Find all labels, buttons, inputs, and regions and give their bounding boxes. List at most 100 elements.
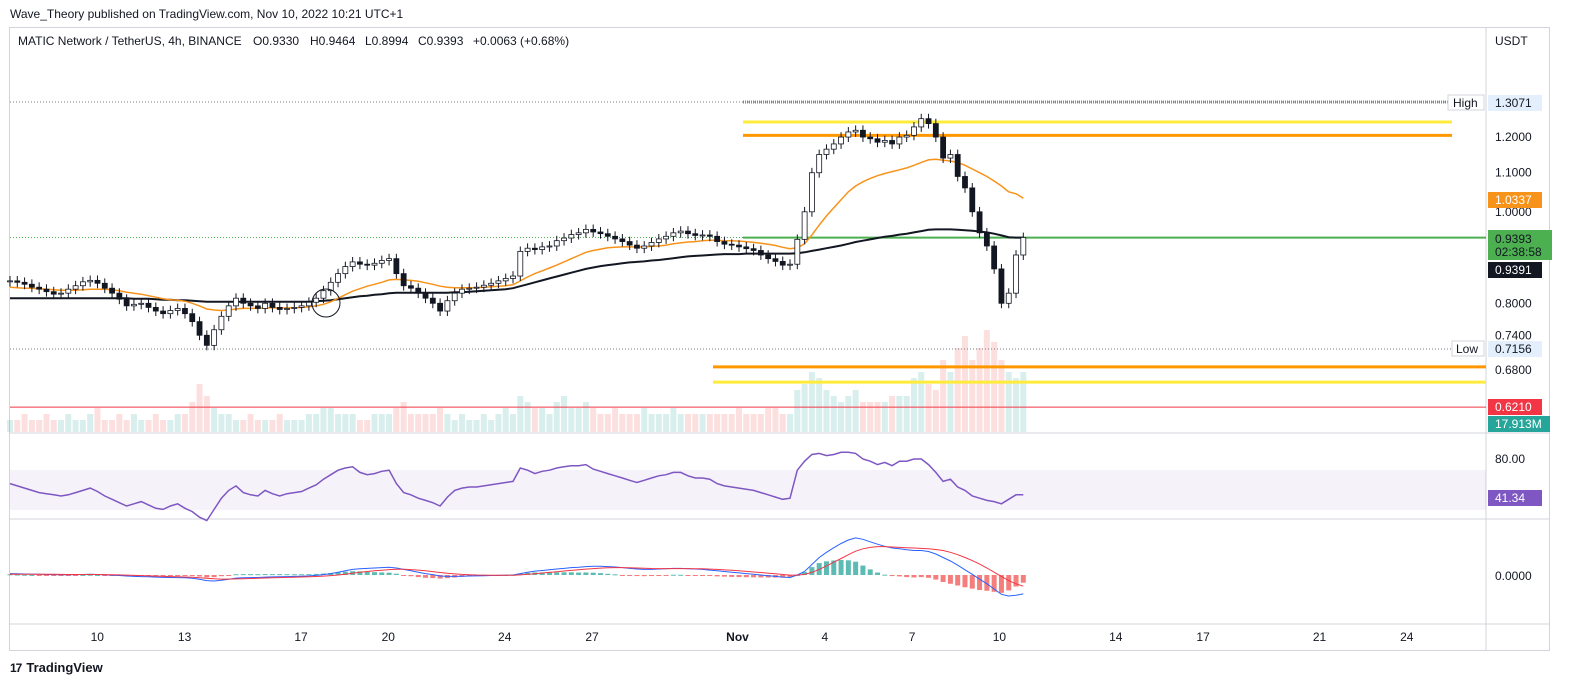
candle-body	[502, 278, 509, 282]
volume-bar	[28, 420, 35, 432]
candle-body	[400, 273, 407, 287]
x-tick-label: Nov	[726, 630, 749, 644]
volume-bar	[495, 414, 502, 432]
candle-body	[728, 243, 735, 246]
y-tick-label: 1.1000	[1495, 166, 1532, 180]
volume-bar	[269, 420, 276, 432]
volume-bar	[575, 408, 582, 432]
macd-histogram-bar	[284, 574, 290, 576]
volume-bar	[349, 414, 356, 432]
ema-fast-tag-value: 1.0337	[1495, 193, 1532, 207]
candle-body	[699, 234, 706, 237]
candle-body	[182, 308, 188, 315]
candle-body	[976, 211, 983, 234]
volume-bar	[597, 414, 604, 432]
volume-bar	[378, 414, 385, 432]
volume-bar	[794, 390, 801, 432]
candle-body	[947, 154, 954, 159]
macd-histogram-bar	[175, 575, 181, 576]
volume-bar	[808, 372, 815, 432]
volume-bar	[232, 420, 239, 432]
macd-histogram-bar	[160, 575, 166, 577]
publisher-line: Wave_Theory published on TradingView.com…	[10, 7, 404, 21]
candle-body	[233, 297, 239, 307]
candle-body	[1005, 292, 1012, 304]
candle-body	[80, 281, 86, 287]
macd-histogram-bar	[269, 574, 275, 576]
macd-histogram-bar	[634, 575, 640, 577]
volume-bar	[757, 414, 764, 432]
volume-bar	[276, 414, 283, 432]
volume-bar	[655, 414, 662, 432]
candle-body	[269, 302, 276, 308]
candle-body	[313, 297, 320, 303]
volume-bar	[816, 378, 823, 432]
tradingview-logo-icon: 17	[10, 660, 22, 675]
macd-histogram-bar	[1020, 575, 1026, 583]
candle-body	[415, 287, 422, 294]
x-tick-label: 21	[1313, 630, 1327, 644]
candle-body	[262, 302, 269, 309]
macd-histogram-bar	[729, 575, 735, 577]
macd-histogram-bar	[386, 572, 392, 575]
candle-body	[597, 231, 604, 235]
volume-bar	[7, 420, 13, 432]
volume-bar	[721, 414, 728, 432]
macd-histogram-bar	[802, 572, 808, 575]
tradingview-brand[interactable]: 17 TradingView	[10, 660, 103, 675]
macd-histogram-bar	[73, 575, 79, 576]
volume-bar	[561, 396, 568, 432]
macd-histogram-bar	[678, 574, 684, 576]
macd-histogram-bar	[248, 574, 254, 576]
macd-histogram-bar	[904, 575, 910, 578]
volume-bar	[21, 414, 28, 432]
candle-body	[641, 245, 648, 249]
candle-body	[655, 238, 662, 243]
volume-bar	[641, 408, 648, 432]
macd-histogram-bar	[7, 574, 13, 576]
macd-histogram-bar	[262, 574, 268, 576]
macd-zero-label: 0.0000	[1495, 569, 1532, 583]
volume-bar	[954, 348, 961, 432]
candle-body	[604, 233, 611, 237]
candle-body	[21, 281, 28, 285]
volume-bar	[859, 402, 866, 432]
volume-bar	[976, 348, 983, 432]
candle-body	[50, 291, 57, 295]
volume-bar	[670, 408, 677, 432]
macd-histogram-bar	[94, 574, 100, 576]
macd-histogram-bar	[430, 575, 436, 579]
volume-bar	[254, 420, 261, 432]
candle-body	[444, 300, 451, 312]
macd-histogram-bar	[437, 575, 443, 579]
macd-histogram-bar	[379, 572, 385, 575]
macd-histogram-bar	[955, 575, 961, 586]
candle-body	[648, 242, 655, 247]
macd-histogram-bar	[197, 575, 203, 577]
candle-body	[7, 280, 13, 283]
macd-histogram-bar	[926, 575, 932, 578]
candle-body	[911, 126, 917, 136]
candle-body	[531, 247, 538, 250]
candle-body	[58, 292, 64, 295]
macd-histogram-bar	[918, 575, 924, 578]
candle-body	[203, 334, 210, 346]
macd-histogram-bar	[969, 575, 975, 589]
brand-name: TradingView	[26, 660, 103, 675]
candle-body	[845, 131, 852, 138]
volume-bar	[218, 414, 225, 432]
macd-histogram-bar	[102, 575, 108, 576]
x-tick-label: 24	[1400, 630, 1414, 644]
macd-histogram-bar	[743, 575, 749, 578]
macd-histogram-bar	[211, 575, 217, 578]
macd-histogram-bar	[36, 575, 42, 576]
volume-bar	[991, 342, 998, 432]
macd-histogram-bar	[685, 575, 691, 576]
volume-bar	[189, 402, 196, 432]
ema-fast-line	[9, 158, 1024, 312]
macd-histogram-bar	[875, 572, 881, 575]
macd-histogram-bar	[933, 575, 939, 580]
candle-body	[196, 321, 203, 336]
volume-bar	[211, 408, 218, 432]
